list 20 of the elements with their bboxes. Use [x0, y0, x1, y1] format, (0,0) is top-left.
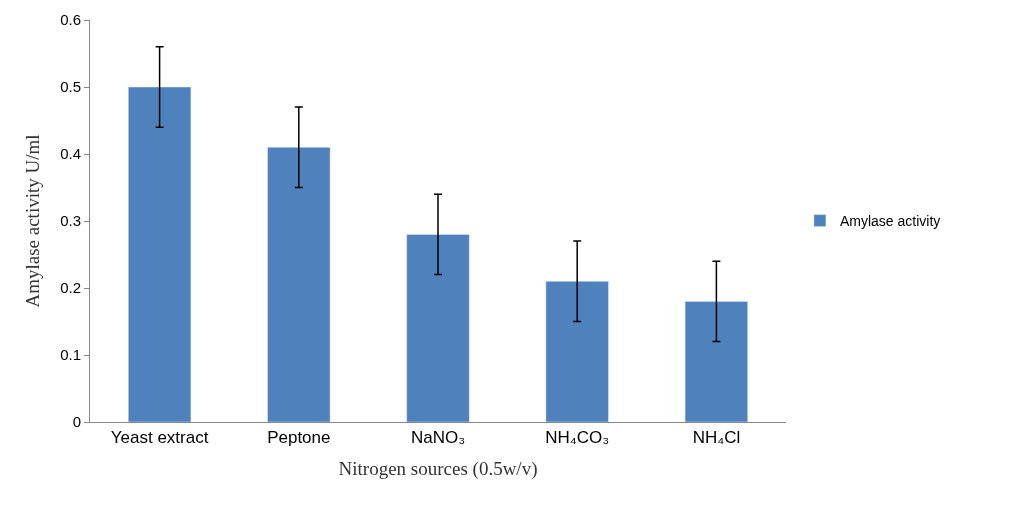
y-tick-label: 0 [72, 413, 81, 431]
legend-label: Amylase activity [839, 213, 941, 230]
bar [684, 301, 748, 422]
x-tick-label: Peptone [267, 428, 331, 448]
y-tick-label: 0.5 [60, 78, 81, 96]
y-tick-label: 0.3 [60, 212, 81, 230]
bar [267, 147, 331, 422]
bar [406, 234, 470, 422]
bar [128, 86, 192, 422]
x-tick-label: NH₄Cl [692, 428, 741, 448]
x-tick-label: NaNO₃ [410, 428, 466, 448]
y-tick-label: 0.2 [60, 279, 81, 297]
x-tick-label: Yeast extract [110, 428, 209, 448]
y-axis-title: Amylase activity U/ml [21, 134, 43, 308]
x-axis-title: Nitrogen sources (0.5w/v) [338, 458, 538, 481]
y-tick-label: 0.4 [60, 145, 81, 163]
bar [545, 281, 609, 422]
y-tick-label: 0.6 [60, 11, 81, 29]
y-tick-label: 0.1 [60, 346, 81, 364]
x-tick-label: NH₄CO₃ [545, 428, 610, 448]
